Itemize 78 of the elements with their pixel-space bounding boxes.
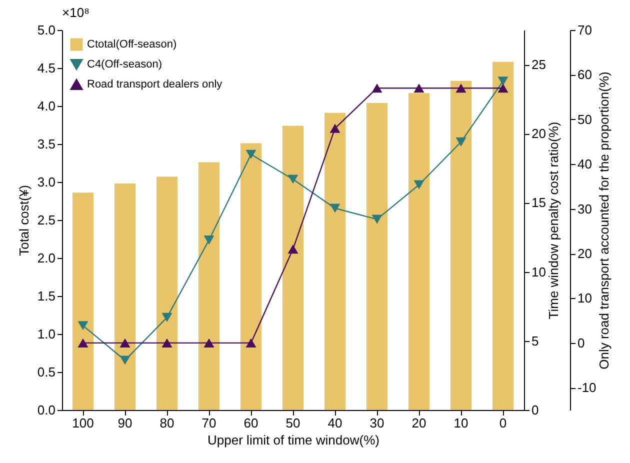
- x-tick-label: 40: [328, 416, 342, 430]
- point: [288, 174, 298, 184]
- point: [414, 180, 424, 190]
- point: [372, 214, 382, 224]
- point: [120, 338, 130, 348]
- y3-tick-label: 40: [578, 156, 592, 172]
- bar: [324, 112, 346, 410]
- y-tick-label: 4.0: [37, 98, 56, 114]
- x-tick-label: 20: [412, 416, 426, 430]
- x-tick-label: 90: [118, 416, 132, 430]
- point: [414, 84, 424, 93]
- y3-tick-label: 30: [578, 201, 592, 216]
- y-tick-label: 4.5: [37, 60, 56, 76]
- y-tick-label: 2.0: [37, 250, 56, 266]
- y-axis-title: Total cost(¥): [16, 185, 32, 256]
- point: [246, 150, 256, 159]
- bar: [198, 162, 220, 410]
- y2-tick-label: 15: [532, 195, 546, 210]
- legend-label: Ctotal(Off-season): [87, 38, 177, 50]
- y-tick-label: 3.5: [37, 136, 56, 152]
- y2-tick-label: 5: [532, 333, 539, 348]
- legend-label: Road transport dealers only: [87, 78, 223, 90]
- legend-label: C4(Off-season): [87, 58, 162, 70]
- bar: [408, 93, 430, 410]
- x-tick-label: 60: [244, 416, 258, 430]
- x-tick-label: 80: [160, 416, 174, 430]
- point: [456, 84, 466, 93]
- bar: [282, 126, 304, 410]
- y2-tick-label: 20: [532, 126, 546, 142]
- bar: [114, 184, 136, 410]
- point: [204, 235, 214, 245]
- y3-tick-label: -10: [578, 380, 596, 396]
- y-tick-label: 1.5: [37, 288, 56, 304]
- point: [78, 321, 88, 330]
- point: [498, 84, 508, 93]
- x-tick-label: 0: [499, 416, 507, 430]
- y3-tick-label: 70: [578, 22, 592, 38]
- point: [372, 84, 382, 93]
- text: ×10⁸: [62, 5, 90, 20]
- x-axis-title: Upper limit of time window(%): [208, 432, 380, 448]
- y3-tick-label: 10: [578, 290, 592, 306]
- y2-tick-label: 10: [532, 264, 546, 280]
- y-tick-label: 2.5: [37, 212, 56, 228]
- y-tick-label: 0.0: [37, 402, 56, 418]
- bar: [240, 143, 262, 410]
- y2-tick-label: 25: [532, 57, 546, 72]
- y-tick-label: 1.0: [37, 326, 56, 342]
- bar: [366, 102, 388, 410]
- y3-tick-label: 20: [578, 246, 592, 262]
- bar: [450, 80, 472, 410]
- point: [78, 338, 88, 348]
- x-tick-label: 70: [202, 416, 216, 430]
- point: [162, 312, 172, 322]
- y-tick-label: 5.0: [37, 22, 56, 38]
- y2-tick-label: 0: [532, 402, 539, 418]
- point: [120, 356, 130, 365]
- point: [330, 204, 340, 213]
- point: [288, 244, 298, 254]
- point: [498, 76, 508, 86]
- y-tick-label: 0.5: [37, 364, 56, 380]
- y3-tick-label: 50: [578, 112, 592, 127]
- x-tick-label: 50: [286, 416, 300, 430]
- y2-axis-title: Time window penalty cost ratio(%): [546, 122, 561, 320]
- y3-tick-label: 0: [578, 335, 585, 350]
- bar: [156, 176, 178, 410]
- point: [330, 124, 340, 133]
- y-tick-label: 3.0: [37, 174, 56, 190]
- point: [162, 338, 172, 348]
- bar: [492, 62, 514, 410]
- x-tick-label: 10: [454, 416, 468, 430]
- x-tick-label: 30: [370, 416, 384, 430]
- point: [456, 137, 466, 146]
- point: [246, 338, 256, 348]
- point: [204, 338, 214, 348]
- bar: [72, 192, 94, 410]
- x-tick-label: 100: [72, 416, 94, 430]
- y3-axis-title: Only road transport accounted for the proportion(%): [596, 72, 612, 370]
- y3-tick-label: 60: [578, 67, 592, 82]
